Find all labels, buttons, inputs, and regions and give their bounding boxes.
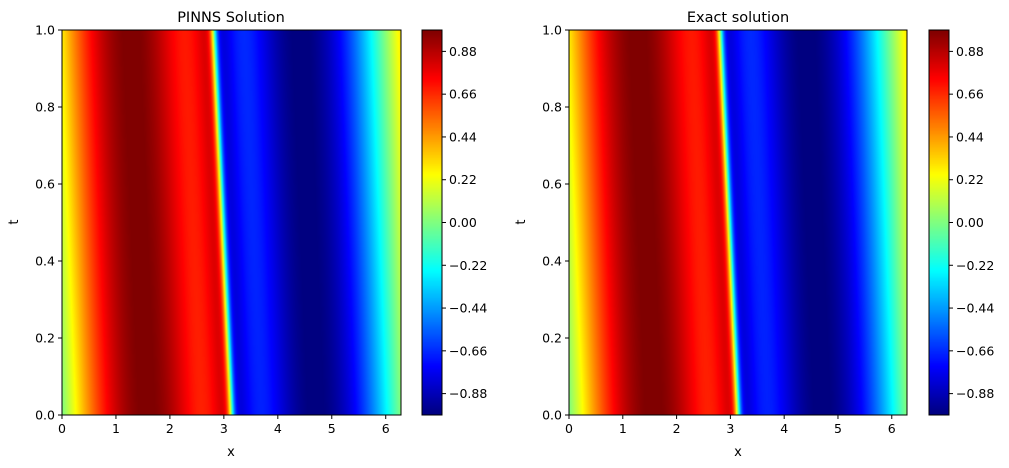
y-axis-label: t bbox=[7, 219, 22, 224]
plot-frame bbox=[568, 29, 908, 416]
heatmap-image bbox=[62, 30, 401, 415]
x-tick-label: 5 bbox=[328, 421, 336, 436]
x-tick-label: 1 bbox=[112, 421, 120, 436]
x-tick-label: 3 bbox=[220, 421, 228, 436]
colorbar-image bbox=[929, 30, 949, 415]
y-tick-label: 0.4 bbox=[35, 254, 55, 269]
y-tick-label: 0.8 bbox=[35, 100, 55, 115]
x-tick-label: 4 bbox=[274, 421, 282, 436]
y-tick-label: 0.6 bbox=[542, 177, 562, 192]
y-ticks: 0.0 0.2 0.4 0.6 0.8 1.0 bbox=[35, 23, 62, 423]
x-axis-label: x bbox=[734, 445, 742, 460]
heatmap-image bbox=[569, 30, 907, 415]
panel-exact-solution: Exact solution 0 1 2 3 4 5 6 0.0 0.2 0.4 0.6 0.8 1.… bbox=[514, 10, 994, 460]
x-ticks: 0 1 2 3 4 5 6 bbox=[58, 415, 390, 436]
colorbar-tick-label: 0.88 bbox=[449, 44, 477, 59]
x-tick-label: 6 bbox=[888, 421, 896, 436]
colorbar-tick-label: −0.88 bbox=[449, 386, 487, 401]
x-tick-label: 1 bbox=[619, 421, 627, 436]
x-ticks: 0 1 2 3 4 5 6 bbox=[565, 415, 896, 436]
y-tick-label: 0.2 bbox=[35, 331, 55, 346]
plot-title: Exact solution bbox=[687, 10, 789, 26]
y-axis-label: t bbox=[514, 219, 529, 224]
y-tick-label: 0.0 bbox=[542, 408, 562, 423]
x-tick-label: 0 bbox=[565, 421, 573, 436]
colorbar-tick-label: −0.66 bbox=[956, 343, 994, 358]
colorbar-ticks: −0.88 −0.66 −0.44 −0.22 0.00 0.22 0.44 0.66 0.88 bbox=[442, 44, 487, 401]
colorbar-tick-label: 0.44 bbox=[449, 129, 477, 144]
y-tick-label: 0.0 bbox=[35, 408, 55, 423]
colorbar-tick-label: 0.00 bbox=[449, 215, 477, 230]
colorbar-tick-label: 0.00 bbox=[956, 215, 984, 230]
colorbar-tick-label: −0.22 bbox=[956, 258, 994, 273]
x-tick-label: 3 bbox=[726, 421, 734, 436]
y-tick-label: 1.0 bbox=[542, 23, 562, 38]
y-tick-label: 0.4 bbox=[542, 254, 562, 269]
x-axis-label: x bbox=[227, 445, 235, 460]
colorbar-tick-label: 0.66 bbox=[449, 87, 477, 102]
y-ticks: 0.0 0.2 0.4 0.6 0.8 1.0 bbox=[542, 23, 569, 423]
colorbar-tick-label: 0.22 bbox=[956, 172, 984, 187]
x-tick-label: 0 bbox=[58, 421, 66, 436]
colorbar-tick-label: −0.44 bbox=[956, 301, 994, 316]
y-tick-label: 0.8 bbox=[542, 100, 562, 115]
colorbar-tick-label: 0.44 bbox=[956, 129, 984, 144]
x-tick-label: 6 bbox=[382, 421, 390, 436]
colorbar-tick-label: 0.66 bbox=[956, 87, 984, 102]
y-tick-label: 1.0 bbox=[35, 23, 55, 38]
colorbar-tick-label: 0.22 bbox=[449, 172, 477, 187]
x-tick-label: 2 bbox=[673, 421, 681, 436]
colorbar-tick-label: −0.88 bbox=[956, 386, 994, 401]
y-tick-label: 0.2 bbox=[542, 331, 562, 346]
colorbar-tick-label: −0.44 bbox=[449, 301, 487, 316]
colorbar-tick-label: 0.88 bbox=[956, 44, 984, 59]
plot-title: PINNS Solution bbox=[177, 10, 285, 26]
colorbar-tick-label: −0.22 bbox=[449, 258, 487, 273]
x-tick-label: 2 bbox=[166, 421, 174, 436]
x-tick-label: 4 bbox=[780, 421, 788, 436]
colorbar-tick-label: −0.66 bbox=[449, 343, 487, 358]
colorbar-image bbox=[422, 30, 442, 415]
x-tick-label: 5 bbox=[834, 421, 842, 436]
panel-pinns-solution: PINNS Solution 0 1 2 3 4 5 6 0.0 0.2 0.4 0.6 0.8 1.… bbox=[7, 10, 487, 460]
plot-frame bbox=[61, 29, 402, 416]
y-tick-label: 0.6 bbox=[35, 177, 55, 192]
colorbar-ticks: −0.88 −0.66 −0.44 −0.22 0.00 0.22 0.44 0.66 0.88 bbox=[949, 44, 994, 401]
